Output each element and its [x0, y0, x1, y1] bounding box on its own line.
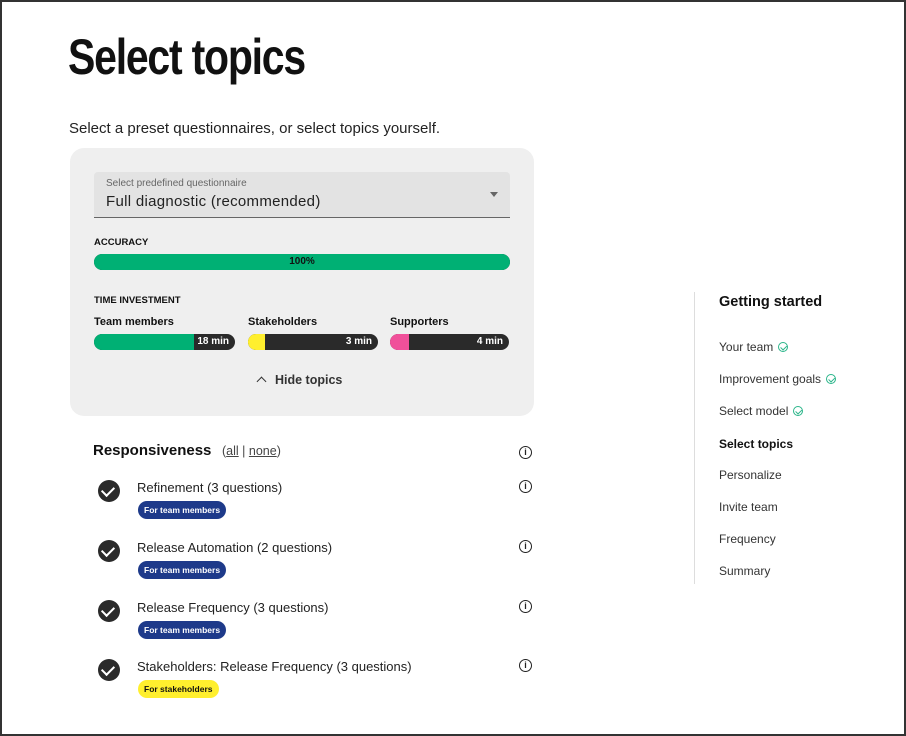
topic-name: Release Frequency (3 questions) — [137, 600, 329, 615]
topic-checkbox[interactable] — [98, 659, 120, 681]
supporters-time: 4 min — [476, 336, 503, 347]
topic-checkbox[interactable] — [98, 600, 120, 622]
hide-topics-button[interactable]: Hide topics — [256, 373, 343, 387]
select-all-link[interactable]: all — [226, 444, 239, 458]
questionnaire-card: Select predefined questionnaire Full dia… — [70, 148, 534, 416]
check-circle-icon — [778, 342, 789, 352]
step-personalize[interactable]: Personalize — [719, 468, 782, 482]
page-title: Select topics — [68, 29, 306, 85]
check-circle-icon — [793, 406, 804, 416]
step-select-topics[interactable]: Select topics — [719, 437, 794, 451]
accuracy-fill — [94, 254, 510, 270]
hide-topics-label: Hide topics — [275, 373, 343, 387]
select-links: (all | none) — [222, 444, 281, 458]
accuracy-bar: 100% — [94, 254, 510, 270]
sidebar-title: Getting started — [719, 294, 823, 310]
questionnaire-select[interactable]: Select predefined questionnaire Full dia… — [94, 172, 510, 218]
topic-checkbox[interactable] — [98, 540, 120, 562]
select-label: Select predefined questionnaire — [106, 178, 247, 189]
stakeholders-time: 3 min — [345, 336, 372, 347]
step-your-team[interactable]: Your team — [719, 340, 789, 354]
topic-tag: For team members — [138, 561, 227, 579]
select-value: Full diagnostic (recommended) — [106, 193, 321, 210]
team-members-bar: 18 min — [94, 334, 235, 350]
section-title: Responsiveness — [93, 442, 212, 459]
team-members-label: Team members — [94, 316, 174, 328]
accuracy-label: ACCURACY — [94, 237, 149, 248]
info-icon[interactable]: i — [519, 480, 532, 493]
topic-item: Refinement (3 questions) For team member… — [98, 480, 538, 530]
topic-item: Release Automation (2 questions) For tea… — [98, 540, 538, 590]
topic-item: Release Frequency (3 questions) For team… — [98, 600, 538, 650]
topic-tag: For team members — [138, 501, 227, 519]
stakeholders-fill — [248, 334, 265, 350]
topic-name: Refinement (3 questions) — [137, 480, 283, 495]
supporters-fill — [390, 334, 410, 350]
supporters-label: Supporters — [390, 316, 449, 328]
step-select-model[interactable]: Select model — [719, 404, 804, 418]
supporters-bar: 4 min — [390, 334, 509, 350]
topic-tag: For team members — [138, 621, 227, 639]
topic-item: Stakeholders: Release Frequency (3 quest… — [98, 659, 538, 709]
sidebar-divider — [694, 292, 695, 584]
time-investment-label: TIME INVESTMENT — [94, 295, 181, 306]
topic-tag: For stakeholders — [138, 680, 219, 698]
info-icon[interactable]: i — [519, 600, 532, 613]
topic-name: Stakeholders: Release Frequency (3 quest… — [137, 659, 412, 674]
chevron-up-icon — [256, 376, 267, 387]
step-summary[interactable]: Summary — [719, 564, 771, 578]
stakeholders-label: Stakeholders — [248, 316, 318, 328]
step-improvement-goals[interactable]: Improvement goals — [719, 372, 837, 386]
topic-name: Release Automation (2 questions) — [137, 540, 333, 555]
step-frequency[interactable]: Frequency — [719, 532, 776, 546]
check-circle-icon — [826, 374, 837, 384]
select-none-link[interactable]: none — [248, 444, 277, 458]
topic-checkbox[interactable] — [98, 480, 120, 502]
step-invite-team[interactable]: Invite team — [719, 500, 778, 514]
dropdown-arrow-icon — [490, 192, 498, 197]
info-icon[interactable]: i — [519, 540, 532, 553]
stakeholders-bar: 3 min — [248, 334, 378, 350]
team-members-fill — [94, 334, 195, 350]
section-info-icon[interactable]: i — [519, 446, 532, 459]
info-icon[interactable]: i — [519, 659, 532, 672]
page-subtitle: Select a preset questionnaires, or selec… — [69, 120, 441, 137]
accuracy-value: 100% — [289, 256, 315, 267]
team-members-time: 18 min — [197, 336, 229, 347]
